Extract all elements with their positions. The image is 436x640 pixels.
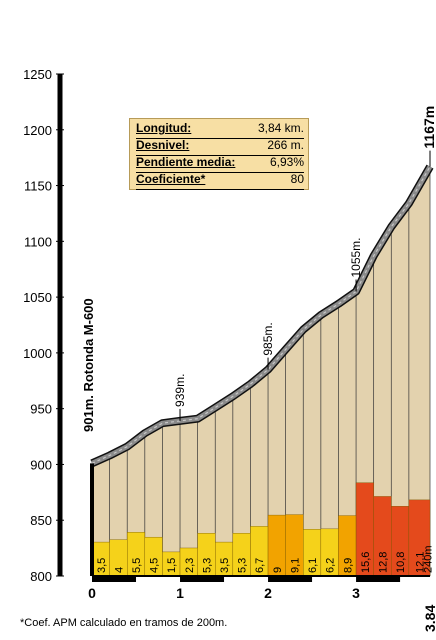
y-tick-label-1150: 1150 bbox=[24, 179, 52, 194]
segment-label-5: 1,5 bbox=[166, 558, 178, 573]
info-row-desnivel: Desnivel: 266 m. bbox=[136, 138, 304, 156]
start-label: 901m. Rotonda M-600 bbox=[81, 298, 96, 432]
x-tick-label-1: 1 bbox=[176, 585, 184, 601]
y-tick-label-1000: 1000 bbox=[23, 346, 52, 361]
y-tick-label-1100: 1100 bbox=[24, 234, 52, 249]
y-tick-label-800: 800 bbox=[30, 569, 52, 584]
segment-label-12: 9,1 bbox=[289, 558, 301, 573]
y-tick-label-950: 950 bbox=[30, 402, 52, 417]
terrain-fill bbox=[92, 166, 430, 576]
axes: 800 850 900 950 1000 1050 1100 1150 1200 1250 0 1 2 3… bbox=[23, 67, 436, 632]
x-scale-block-1 bbox=[180, 577, 225, 582]
annotation-label-1: 939m. bbox=[173, 374, 187, 407]
longitud-value: 3,84 km. bbox=[257, 121, 304, 135]
segment-label-18: 10,8 bbox=[395, 552, 407, 573]
footnote: *Coef. APM calculado en tramos de 200m. bbox=[20, 617, 228, 629]
info-row-coeficiente: Coeficiente* 80 bbox=[136, 172, 304, 190]
info-row-pendiente: Pendiente media: 6,93% bbox=[136, 155, 304, 173]
x-tick-label-3: 3 bbox=[352, 585, 360, 601]
x-tick-label-end: 3.84 bbox=[422, 605, 436, 632]
info-row-longitud: Longitud: 3,84 km. bbox=[136, 121, 304, 139]
segment-label-1: 3,5 bbox=[96, 558, 108, 573]
y-tick-label-1050: 1050 bbox=[23, 290, 52, 305]
segment-labels: 3,5 4 5,5 4,5 1,5 2,3 5,3 3,5 5,3 6,7 9 9,1 6,1 6,2 8,… bbox=[96, 545, 435, 573]
segment-label-17: 12,8 bbox=[377, 552, 389, 573]
annotation-label-4: 1167m bbox=[421, 106, 436, 149]
info-box: Longitud: 3,84 km. Desnivel: 266 m. Pend… bbox=[129, 118, 309, 190]
road-profile bbox=[90, 164, 434, 467]
longitud-label: Longitud: bbox=[136, 121, 192, 135]
segment-label-10: 6,7 bbox=[254, 558, 266, 573]
segment-label-4: 4,5 bbox=[149, 558, 161, 573]
segment-label-3: 5,5 bbox=[131, 558, 143, 573]
pendiente-value: 6,93% bbox=[269, 155, 304, 169]
segment-label-2: 4 bbox=[113, 567, 125, 573]
annotation-label-2: 985m. bbox=[261, 322, 275, 355]
x-tick-label-0: 0 bbox=[88, 585, 96, 601]
segment-label-13: 6,1 bbox=[307, 558, 319, 573]
y-tick-label-850: 850 bbox=[30, 513, 52, 528]
x-scale-block-3 bbox=[356, 577, 401, 582]
road-texture bbox=[91, 166, 431, 464]
pendiente-label: Pendiente media: bbox=[136, 155, 236, 169]
segment-label-7: 5,3 bbox=[201, 558, 213, 573]
y-tick-label-1200: 1200 bbox=[23, 123, 52, 138]
segment-label-9: 5,3 bbox=[237, 558, 249, 573]
grade-bars bbox=[91, 482, 431, 577]
annotations: 939m. 985m. 1055m. 1167m bbox=[173, 106, 436, 421]
grade-bar-11 bbox=[267, 514, 286, 577]
x-scale-block-2 bbox=[268, 577, 313, 582]
segment-label-8: 3,5 bbox=[219, 558, 231, 573]
desnivel-label: Desnivel: bbox=[136, 138, 190, 152]
coeficiente-value: 80 bbox=[290, 172, 304, 186]
segment-label-6: 2,3 bbox=[184, 558, 196, 573]
segment-label-11: 9 bbox=[272, 567, 284, 573]
y-tick-label-1250: 1250 bbox=[23, 67, 52, 82]
segment-label-15: 8,9 bbox=[342, 558, 354, 573]
segment-label-16: 15,6 bbox=[360, 552, 372, 573]
y-tick-label-900: 900 bbox=[30, 457, 52, 472]
x-scale-block-0 bbox=[92, 577, 137, 582]
segment-label-14: 6,2 bbox=[325, 558, 337, 573]
annotation-label-3: 1055m. bbox=[349, 238, 363, 278]
last-segment-note: 240m bbox=[422, 545, 434, 573]
segment-label-19: 12,1 bbox=[414, 552, 426, 573]
coeficiente-label: Coeficiente* bbox=[136, 172, 206, 186]
desnivel-value: 266 m. bbox=[267, 138, 304, 152]
x-tick-label-2: 2 bbox=[264, 585, 272, 601]
